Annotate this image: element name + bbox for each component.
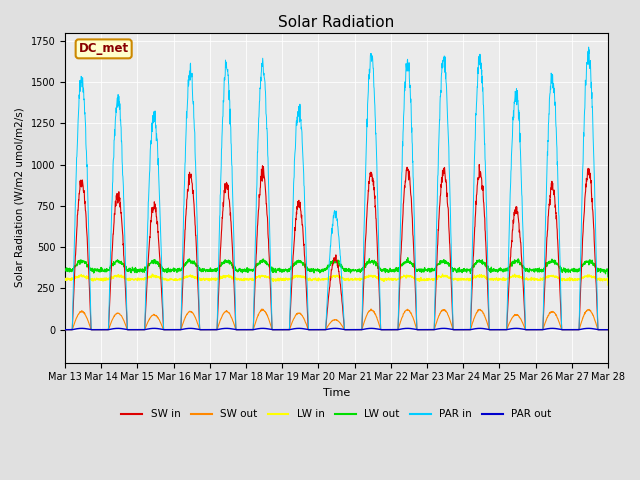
Line: SW in: SW in	[65, 165, 608, 330]
LW out	[61, 267, 69, 273]
SW in	[604, 327, 612, 333]
PAR out	[353, 327, 360, 333]
LW in	[495, 277, 502, 283]
PAR in	[572, 327, 579, 333]
Line: LW in: LW in	[65, 274, 608, 285]
LW in	[604, 282, 612, 288]
LW in	[572, 278, 579, 284]
SW in	[352, 327, 360, 333]
SW out	[212, 327, 220, 333]
SW in	[364, 197, 372, 203]
LW in	[556, 276, 564, 282]
PAR in	[585, 44, 593, 50]
SW in	[212, 327, 220, 333]
PAR in	[212, 327, 220, 333]
SW out	[495, 327, 502, 333]
SW in	[476, 162, 483, 168]
PAR out	[364, 325, 372, 331]
Line: SW out: SW out	[65, 309, 608, 330]
LW out	[572, 267, 579, 273]
SW out	[604, 327, 612, 333]
LW in	[61, 276, 69, 282]
Line: PAR out: PAR out	[65, 328, 608, 330]
PAR out	[604, 327, 612, 333]
PAR out	[213, 327, 221, 333]
PAR in	[494, 327, 502, 333]
SW out	[556, 323, 564, 328]
LW out	[495, 268, 502, 274]
PAR in	[61, 327, 69, 333]
LW in	[213, 276, 221, 282]
X-axis label: Time: Time	[323, 388, 350, 398]
PAR out	[495, 327, 502, 333]
LW out	[352, 267, 360, 273]
SW in	[572, 327, 579, 333]
SW in	[556, 293, 564, 299]
LW out	[364, 260, 372, 265]
SW out	[364, 310, 372, 316]
SW out	[572, 327, 579, 333]
LW out	[604, 274, 612, 280]
SW out	[61, 327, 69, 333]
SW out	[367, 306, 375, 312]
PAR out	[186, 325, 194, 331]
PAR in	[352, 327, 360, 333]
LW out	[212, 267, 220, 273]
LW in	[148, 271, 156, 277]
Legend: SW in, SW out, LW in, LW out, PAR in, PAR out: SW in, SW out, LW in, LW out, PAR in, PA…	[117, 405, 556, 423]
SW in	[61, 327, 69, 333]
LW in	[353, 276, 360, 282]
Line: LW out: LW out	[65, 258, 608, 277]
PAR out	[61, 327, 69, 333]
PAR out	[556, 326, 564, 332]
Title: Solar Radiation: Solar Radiation	[278, 15, 395, 30]
PAR out	[572, 327, 579, 333]
Text: DC_met: DC_met	[79, 42, 129, 55]
LW in	[364, 274, 372, 280]
SW in	[495, 327, 502, 333]
PAR in	[604, 327, 612, 333]
PAR in	[364, 97, 372, 103]
PAR in	[556, 257, 564, 263]
LW out	[556, 263, 564, 269]
Line: PAR in: PAR in	[65, 47, 608, 330]
LW out	[404, 255, 412, 261]
SW out	[352, 327, 360, 333]
Y-axis label: Solar Radiation (W/m2 umol/m2/s): Solar Radiation (W/m2 umol/m2/s)	[15, 108, 25, 288]
